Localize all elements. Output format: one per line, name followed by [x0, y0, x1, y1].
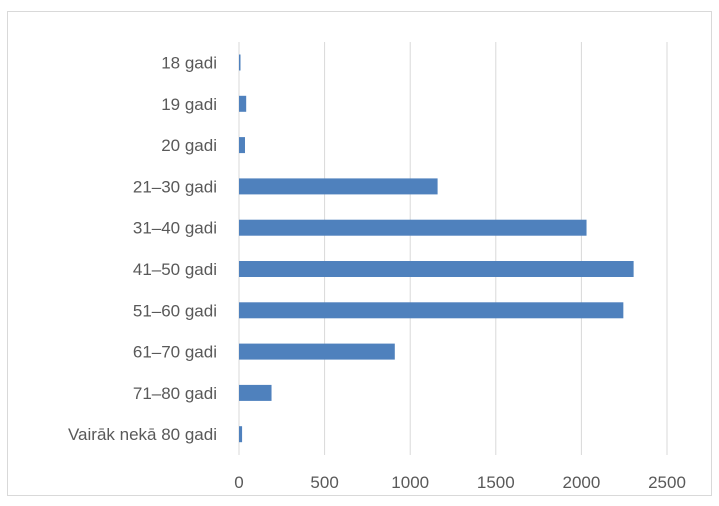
x-tick-label: 500: [310, 473, 338, 492]
bar: [239, 219, 587, 236]
x-tick-label: 0: [234, 473, 243, 492]
bar: [239, 302, 624, 319]
category-label: 61–70 gadi: [133, 343, 217, 362]
gridlines: [238, 42, 668, 455]
category-label: 21–30 gadi: [133, 177, 217, 196]
x-tick-label: 1000: [391, 473, 429, 492]
category-label: 18 gadi: [161, 54, 217, 73]
chart-frame: [7, 11, 712, 496]
category-label: 41–50 gadi: [133, 260, 217, 279]
bar: [239, 137, 245, 154]
category-label: Vairāk nekā 80 gadi: [68, 425, 217, 444]
x-tick-label: 2500: [648, 473, 686, 492]
bar: [239, 426, 243, 443]
x-tick-label: 1500: [477, 473, 515, 492]
category-label: 19 gadi: [161, 95, 217, 114]
bars: [239, 54, 634, 443]
bar: [239, 261, 634, 277]
category-label: 31–40 gadi: [133, 219, 217, 238]
category-label: 71–80 gadi: [133, 384, 217, 403]
bar: [239, 384, 272, 401]
bar: [239, 178, 438, 195]
category-labels: 18 gadi 19 gadi 20 gadi 21–30 gadi 31–40 gad…: [68, 54, 217, 445]
bar: [239, 54, 241, 71]
bar: [239, 343, 395, 360]
bar: [239, 95, 247, 112]
x-tick-labels: 0 500 1000 1500 2000 2500: [234, 473, 686, 492]
x-tick-label: 2000: [562, 473, 600, 492]
category-label: 20 gadi: [161, 136, 217, 155]
category-label: 51–60 gadi: [133, 301, 217, 320]
